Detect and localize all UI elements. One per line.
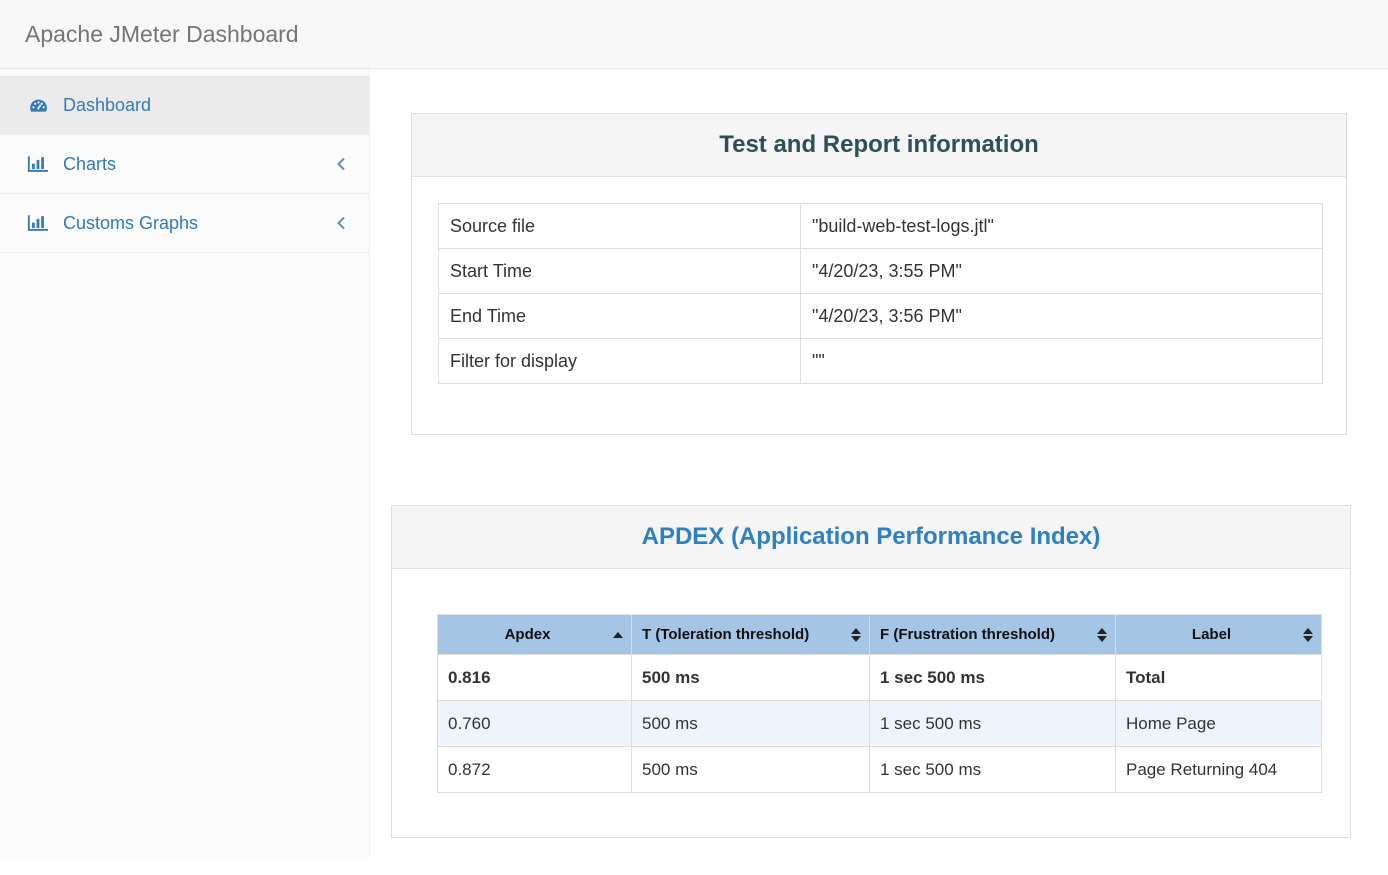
column-header-apdex[interactable]: Apdex xyxy=(438,615,632,655)
table-header-row: Apdex T (Toleration threshold) F (Frustr… xyxy=(438,615,1322,655)
sidebar-item-charts[interactable]: Charts xyxy=(0,135,369,194)
info-value: "build-web-test-logs.jtl" xyxy=(801,204,1323,249)
table-row: 0.760 500 ms 1 sec 500 ms Home Page xyxy=(438,701,1322,747)
table-row: End Time "4/20/23, 3:56 PM" xyxy=(439,294,1323,339)
frustration-value: 1 sec 500 ms xyxy=(870,747,1116,793)
app-header: Apache JMeter Dashboard xyxy=(0,0,1388,69)
chevron-left-icon xyxy=(335,156,347,172)
label-value: Page Returning 404 xyxy=(1116,747,1322,793)
sort-both-icon xyxy=(1303,628,1313,642)
info-label: End Time xyxy=(439,294,801,339)
table-row: Start Time "4/20/23, 3:55 PM" xyxy=(439,249,1323,294)
bar-chart-icon xyxy=(26,154,50,174)
sort-asc-icon xyxy=(613,632,623,638)
sidebar-item-label: Charts xyxy=(63,154,322,175)
sort-both-icon xyxy=(1097,628,1107,642)
apdex-table: Apdex T (Toleration threshold) F (Frustr… xyxy=(437,614,1322,793)
apdex-value: 0.760 xyxy=(438,701,632,747)
table-row: Source file "build-web-test-logs.jtl" xyxy=(439,204,1323,249)
test-info-panel: Test and Report information Source file … xyxy=(411,113,1347,435)
apdex-panel-title: APDEX (Application Performance Index) xyxy=(392,506,1350,569)
toleration-value: 500 ms xyxy=(632,747,870,793)
sidebar-item-label: Customs Graphs xyxy=(63,213,322,234)
frustration-value: 1 sec 500 ms xyxy=(870,655,1116,701)
info-value: "4/20/23, 3:55 PM" xyxy=(801,249,1323,294)
label-value: Total xyxy=(1116,655,1322,701)
test-info-table: Source file "build-web-test-logs.jtl" St… xyxy=(438,203,1323,384)
column-header-label[interactable]: Label xyxy=(1116,615,1322,655)
apdex-value: 0.816 xyxy=(438,655,632,701)
frustration-value: 1 sec 500 ms xyxy=(870,701,1116,747)
sidebar-item-dashboard[interactable]: Dashboard xyxy=(0,76,369,135)
column-header-frustration[interactable]: F (Frustration threshold) xyxy=(870,615,1116,655)
info-label: Source file xyxy=(439,204,801,249)
info-value: "" xyxy=(801,339,1323,384)
label-value: Home Page xyxy=(1116,701,1322,747)
apdex-panel: APDEX (Application Performance Index) Ap… xyxy=(391,505,1351,838)
toleration-value: 500 ms xyxy=(632,655,870,701)
apdex-value: 0.872 xyxy=(438,747,632,793)
bar-chart-icon xyxy=(26,213,50,233)
app-title: Apache JMeter Dashboard xyxy=(0,21,299,48)
column-header-toleration[interactable]: T (Toleration threshold) xyxy=(632,615,870,655)
table-row-total: 0.816 500 ms 1 sec 500 ms Total xyxy=(438,655,1322,701)
sort-both-icon xyxy=(851,628,861,642)
toleration-value: 500 ms xyxy=(632,701,870,747)
chevron-left-icon xyxy=(335,215,347,231)
test-info-panel-title: Test and Report information xyxy=(412,114,1346,177)
table-row: Filter for display "" xyxy=(439,339,1323,384)
sidebar-item-customs-graphs[interactable]: Customs Graphs xyxy=(0,194,369,253)
info-label: Filter for display xyxy=(439,339,801,384)
sidebar: Dashboard Charts xyxy=(0,69,370,857)
sidebar-item-label: Dashboard xyxy=(63,95,347,116)
info-value: "4/20/23, 3:56 PM" xyxy=(801,294,1323,339)
info-label: Start Time xyxy=(439,249,801,294)
tachometer-icon xyxy=(26,96,50,116)
main-content: Test and Report information Source file … xyxy=(370,69,1388,857)
table-row: 0.872 500 ms 1 sec 500 ms Page Returning… xyxy=(438,747,1322,793)
